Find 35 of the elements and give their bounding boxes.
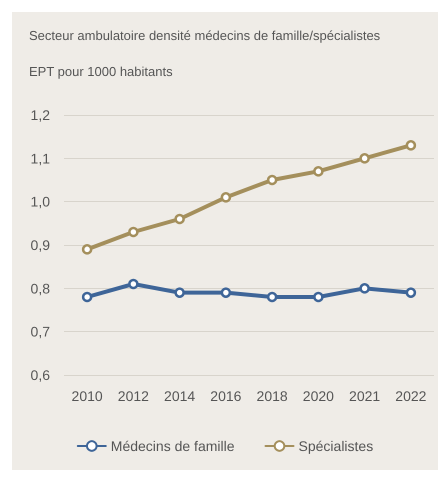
x-tick-label: 2014 (164, 388, 196, 404)
x-tick-label: 2020 (302, 388, 334, 404)
point (174, 287, 185, 298)
y-tick-label: 0,8 (30, 280, 50, 296)
y-tick-label: 0,6 (30, 367, 50, 383)
y-axis-title: EPT pour 1000 habitants (29, 64, 174, 79)
x-tick-label: 2010 (72, 388, 103, 404)
point (220, 192, 232, 203)
point (313, 292, 324, 302)
x-tick-label: 2016 (210, 388, 242, 404)
y-tick-label: 1,2 (30, 107, 50, 123)
point (406, 287, 416, 298)
y-tick-label: 1,0 (30, 194, 50, 210)
x-tick-label: 2018 (256, 388, 288, 404)
x-tick-label: 2012 (118, 388, 150, 404)
point (266, 292, 278, 302)
y-tick-label: 0,9 (30, 237, 50, 253)
point (220, 287, 232, 298)
chart-title: Secteur ambulatoire densité médecins de famille/spécialistes (29, 28, 381, 43)
point (174, 214, 185, 224)
point (128, 226, 139, 238)
point (82, 244, 92, 255)
y-tick-label: 1,1 (30, 150, 50, 166)
x-tick-label: 2022 (395, 388, 427, 404)
point (128, 278, 139, 290)
point (359, 283, 370, 294)
y-tick-label: 0,7 (30, 324, 50, 340)
point (266, 174, 278, 186)
point (359, 153, 370, 164)
x-tick-label: 2021 (349, 388, 380, 404)
point (406, 140, 416, 151)
point (82, 292, 92, 302)
legend-label: Spécialistes (298, 438, 374, 454)
legend-label: Médecins de famille (110, 438, 235, 454)
point (313, 166, 324, 177)
